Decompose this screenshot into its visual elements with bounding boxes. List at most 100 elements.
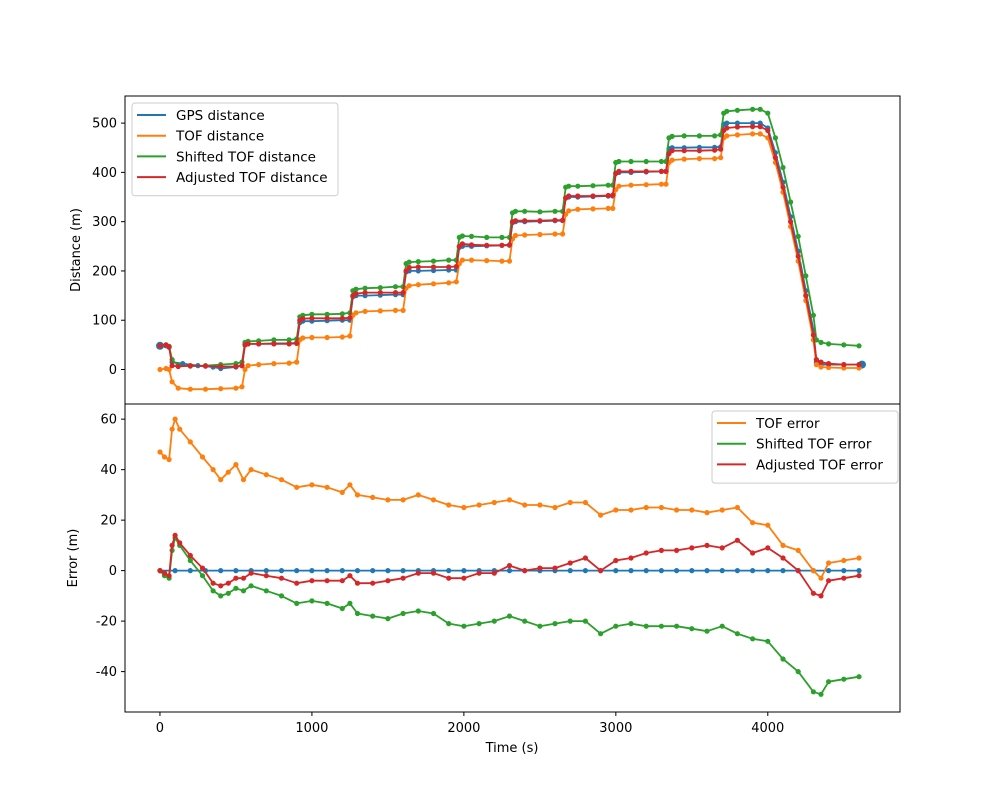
data-point <box>765 545 771 551</box>
distance-y-ticks: 0 100 200 300 400 500 <box>92 117 125 378</box>
data-point <box>271 337 277 343</box>
distance-y-axis-label: Distance (m) <box>69 208 84 292</box>
data-point <box>566 193 572 199</box>
data-point <box>187 568 193 574</box>
data-point <box>826 568 832 574</box>
data-point <box>415 264 421 270</box>
data-point <box>430 264 437 270</box>
distance-legend: GPS distance TOF distance Shifted TOF dist… <box>131 102 339 197</box>
data-point <box>537 565 543 571</box>
data-point <box>461 568 467 574</box>
y-tick-label: 60 <box>100 413 117 428</box>
data-point <box>187 552 193 559</box>
data-point <box>370 580 376 586</box>
data-point <box>415 570 421 576</box>
data-point <box>643 168 649 174</box>
x-tick-label: 0 <box>156 721 164 736</box>
data-point <box>506 568 513 574</box>
data-point <box>757 106 763 112</box>
data-point <box>658 504 665 511</box>
x-tick-label: 4000 <box>751 721 784 736</box>
data-point <box>598 568 604 574</box>
data-point <box>669 133 675 139</box>
data-point <box>354 568 361 574</box>
legend-label: Shifted TOF distance <box>176 149 316 165</box>
data-point <box>406 259 412 265</box>
data-point <box>628 168 634 174</box>
data-point <box>582 618 589 624</box>
data-point <box>239 363 245 369</box>
data-point <box>240 477 247 483</box>
data-point <box>712 156 718 162</box>
data-point <box>765 127 771 134</box>
data-point <box>166 456 172 463</box>
data-point <box>560 217 566 223</box>
y-tick-label: 400 <box>92 166 117 181</box>
data-point <box>400 290 406 296</box>
data-point <box>818 339 824 345</box>
data-point <box>169 363 175 369</box>
data-point <box>818 359 824 365</box>
data-point <box>772 135 779 141</box>
data-point <box>506 497 513 503</box>
data-point <box>765 568 771 574</box>
y-tick-label: 0 <box>109 564 117 579</box>
data-point <box>278 593 285 599</box>
data-point <box>347 600 353 607</box>
data-point <box>210 588 216 594</box>
y-tick-label: 200 <box>92 264 117 279</box>
data-point <box>339 489 345 495</box>
data-point <box>400 307 406 313</box>
data-point <box>537 502 543 508</box>
data-point <box>309 315 315 321</box>
data-point <box>575 206 581 212</box>
data-point <box>286 360 292 366</box>
data-point <box>734 568 741 574</box>
data-point <box>430 610 437 617</box>
data-point <box>446 502 452 508</box>
data-point <box>552 504 558 511</box>
data-point <box>161 570 168 576</box>
data-point <box>353 286 359 292</box>
legend-label: Shifted TOF error <box>756 437 872 453</box>
data-point <box>757 131 763 137</box>
data-point <box>415 268 421 274</box>
data-point <box>719 545 725 551</box>
data-point <box>605 205 611 211</box>
series-gps-error <box>157 568 862 574</box>
data-point <box>263 588 269 594</box>
data-point <box>856 573 862 579</box>
data-point <box>724 125 730 131</box>
data-point <box>566 183 572 189</box>
data-point <box>681 156 687 162</box>
error-axes-frame <box>124 403 901 713</box>
data-point <box>430 497 437 503</box>
data-point <box>256 362 262 368</box>
data-point <box>309 482 315 488</box>
data-point <box>240 575 247 581</box>
data-point <box>826 341 832 347</box>
data-point <box>826 560 832 566</box>
data-point <box>818 364 824 370</box>
distance-panel: 0 100 200 300 400 500 Distance (m) GPS distan… <box>69 95 901 405</box>
data-point <box>354 610 361 617</box>
data-point <box>674 568 680 574</box>
data-point <box>202 363 209 369</box>
data-point <box>552 565 558 571</box>
data-point <box>522 232 528 238</box>
x-tick-label: 2000 <box>447 721 480 736</box>
data-point <box>157 366 163 373</box>
data-point <box>658 181 665 187</box>
data-point <box>400 575 406 581</box>
data-point <box>780 184 786 190</box>
data-point <box>300 335 306 341</box>
data-point <box>392 307 399 313</box>
data-point <box>461 575 467 581</box>
data-point <box>788 219 794 225</box>
error-y-axis-label: Error (m) <box>66 529 81 588</box>
data-point <box>575 183 581 189</box>
data-point <box>476 502 482 508</box>
data-point <box>233 568 239 574</box>
data-point <box>780 656 786 662</box>
data-point <box>567 560 573 566</box>
